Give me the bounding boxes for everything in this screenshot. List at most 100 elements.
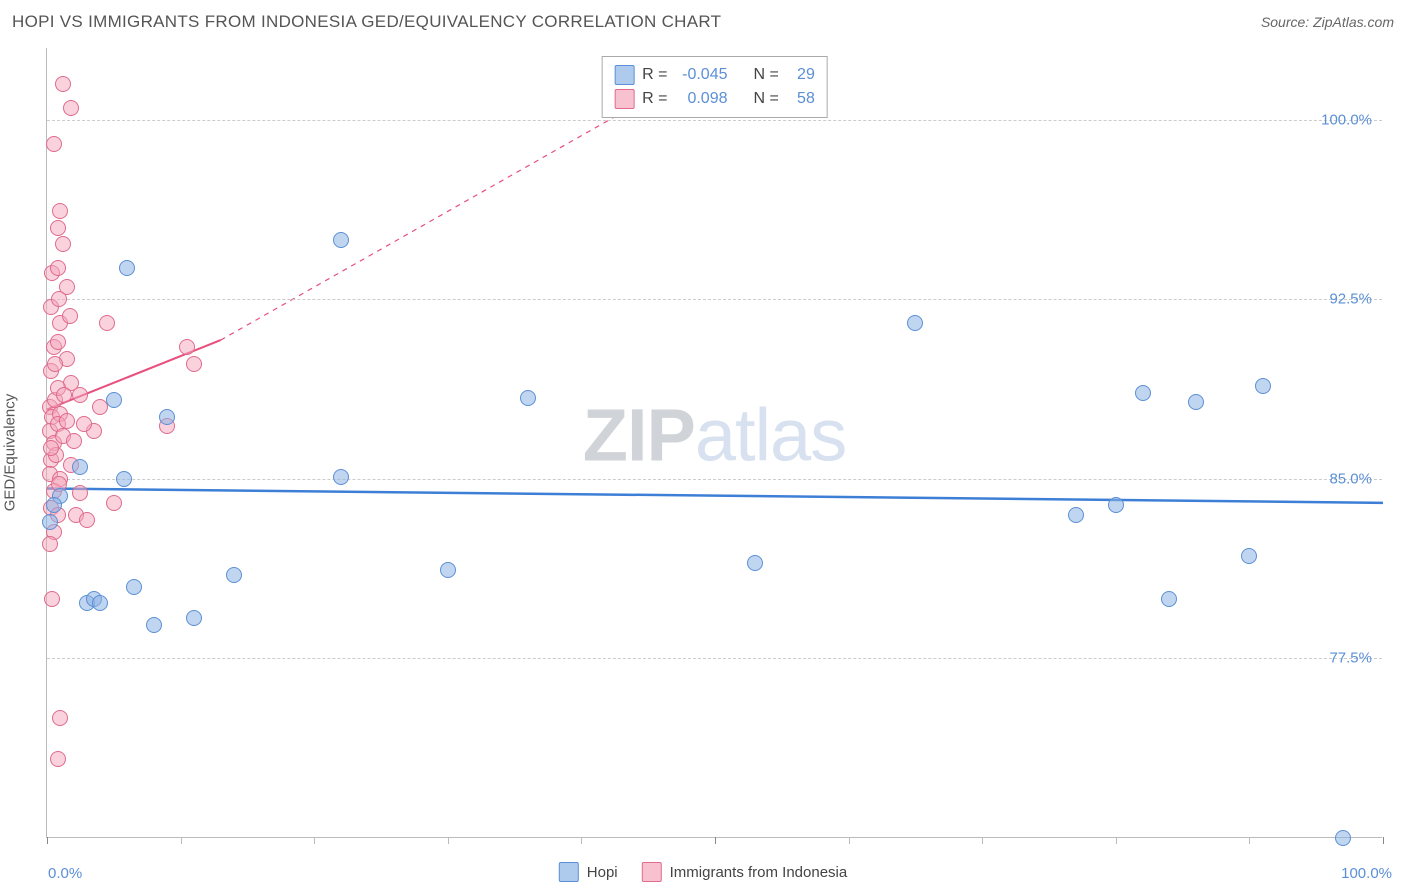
point-indo [59,413,75,429]
xtick [982,837,983,844]
n-label: N = [754,87,779,111]
point-hopi [1108,497,1124,513]
source-name: ZipAtlas.com [1313,14,1394,30]
xtick [581,837,582,844]
point-hopi [159,409,175,425]
n-value: 58 [787,87,815,111]
point-hopi [226,567,242,583]
stat-legend: R = -0.045 N = 29 R = 0.098 N = 58 [601,56,828,118]
gridline [47,658,1382,659]
gridline [47,479,1382,480]
point-indo [62,308,78,324]
xtick [1116,837,1117,844]
xtick-major [715,837,716,844]
point-hopi [92,595,108,611]
xtick [849,837,850,844]
swatch-pink-icon [642,862,662,882]
ytick-label: 100.0% [1321,111,1372,128]
plot-area: ZIPatlas R = -0.045 N = 29 R = 0.098 N =… [46,48,1382,838]
point-indo [99,315,115,331]
point-hopi [186,610,202,626]
point-indo [179,339,195,355]
point-hopi [1188,394,1204,410]
point-indo [56,387,72,403]
point-indo [50,220,66,236]
legend-label: Immigrants from Indonesia [670,864,848,881]
point-hopi [747,555,763,571]
point-hopi [46,497,62,513]
point-indo [55,236,71,252]
xtick [448,837,449,844]
r-value: -0.045 [676,63,728,87]
swatch-pink-icon [614,89,634,109]
legend-item-indo: Immigrants from Indonesia [642,862,848,882]
point-indo [186,356,202,372]
point-indo [50,751,66,767]
point-indo [76,416,92,432]
ytick-label: 92.5% [1329,291,1372,308]
xtick [314,837,315,844]
point-hopi [1335,830,1351,846]
xtick-label: 100.0% [1341,865,1392,882]
point-hopi [1241,548,1257,564]
ytick-label: 85.0% [1329,470,1372,487]
n-value: 29 [787,63,815,87]
point-hopi [106,392,122,408]
point-indo [42,536,58,552]
point-hopi [1068,507,1084,523]
point-hopi [119,260,135,276]
point-indo [52,203,68,219]
stat-row-indo: R = 0.098 N = 58 [614,87,815,111]
point-indo [63,100,79,116]
n-label: N = [754,63,779,87]
point-indo [46,136,62,152]
point-indo [50,334,66,350]
point-indo [106,495,122,511]
point-hopi [72,459,88,475]
point-hopi [42,514,58,530]
point-indo [72,485,88,501]
legend-label: Hopi [587,864,618,881]
ytick-label: 77.5% [1329,650,1372,667]
point-indo [79,512,95,528]
chart-container: GED/Equivalency ZIPatlas R = -0.045 N = … [0,44,1406,892]
point-hopi [1255,378,1271,394]
stat-row-hopi: R = -0.045 N = 29 [614,63,815,87]
point-hopi [126,579,142,595]
r-label: R = [642,63,667,87]
point-hopi [333,469,349,485]
r-label: R = [642,87,667,111]
gridline [47,299,1382,300]
chart-title: HOPI VS IMMIGRANTS FROM INDONESIA GED/EQ… [12,12,721,32]
point-indo [52,710,68,726]
point-indo [51,291,67,307]
y-axis-label: GED/Equivalency [2,394,19,512]
bottom-legend: Hopi Immigrants from Indonesia [559,862,847,882]
chart-source: Source: ZipAtlas.com [1261,14,1394,30]
gridline [47,120,1382,121]
point-indo [72,387,88,403]
point-indo [44,591,60,607]
point-indo [43,440,59,456]
point-indo [50,260,66,276]
swatch-blue-icon [559,862,579,882]
point-hopi [146,617,162,633]
point-hopi [440,562,456,578]
point-hopi [520,390,536,406]
point-indo [47,356,63,372]
source-label: Source: [1261,14,1309,30]
xtick [1249,837,1250,844]
xtick-major [1383,837,1384,844]
chart-header: HOPI VS IMMIGRANTS FROM INDONESIA GED/EQ… [0,0,1406,44]
point-hopi [907,315,923,331]
r-value: 0.098 [676,87,728,111]
point-indo [66,433,82,449]
point-indo [55,76,71,92]
point-hopi [116,471,132,487]
point-hopi [1135,385,1151,401]
point-hopi [333,232,349,248]
xtick-label: 0.0% [48,865,82,882]
legend-item-hopi: Hopi [559,862,618,882]
trend-lines [47,48,1382,837]
point-hopi [1161,591,1177,607]
